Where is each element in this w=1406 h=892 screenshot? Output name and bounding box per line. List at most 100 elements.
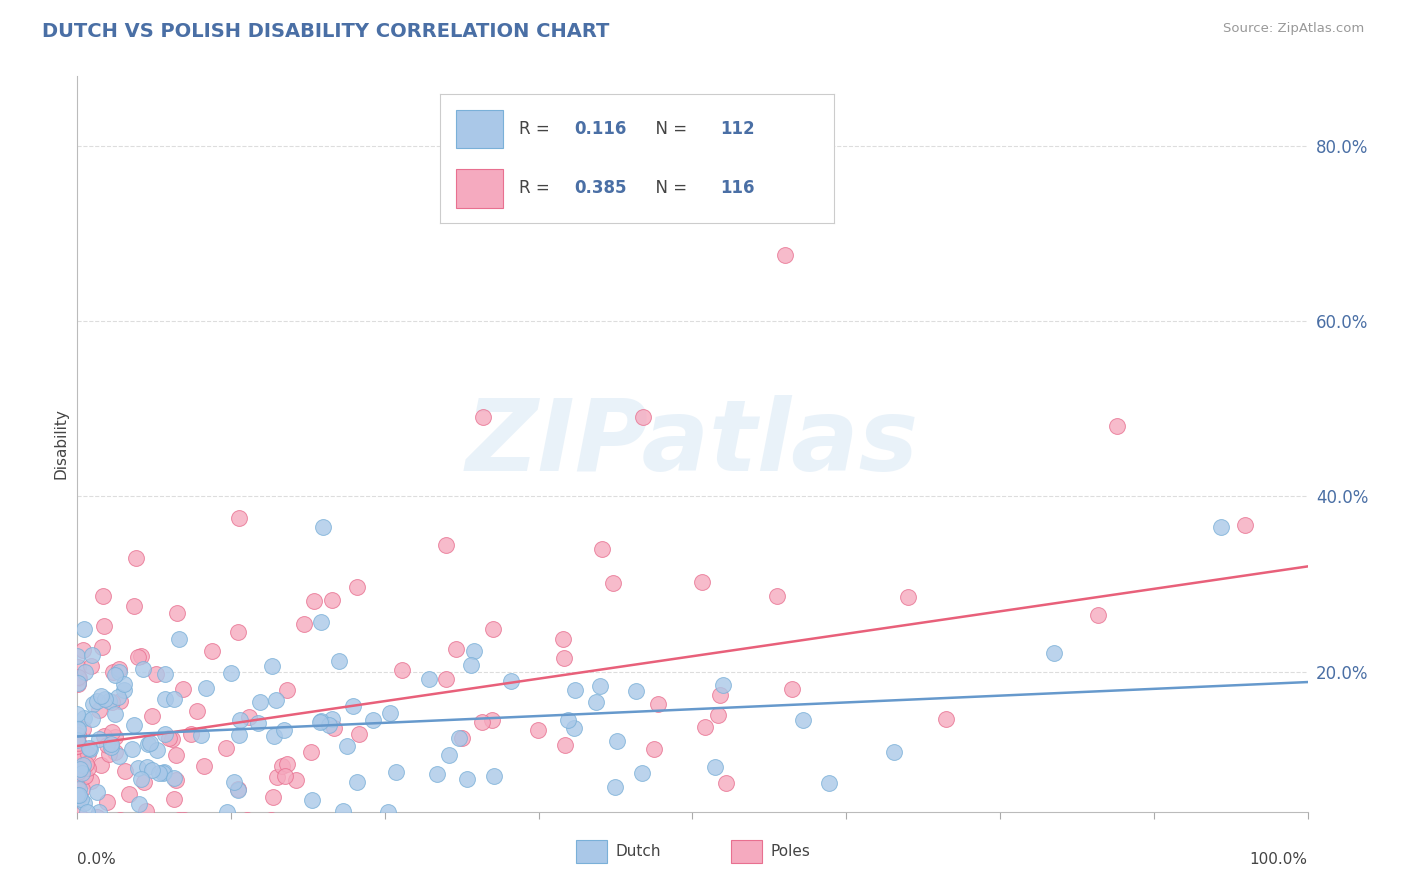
Point — [273, 723, 295, 737]
Point — [153, 764, 176, 779]
Point — [633, 410, 655, 425]
Point — [301, 793, 323, 807]
Text: Dutch: Dutch — [616, 845, 661, 859]
Point — [169, 814, 191, 828]
Point — [499, 674, 522, 689]
Point — [766, 589, 789, 603]
Point — [217, 805, 239, 819]
Point — [165, 747, 187, 762]
Point — [471, 714, 494, 729]
Point — [481, 714, 503, 728]
Point — [66, 722, 89, 736]
Point — [104, 730, 127, 744]
Point — [72, 722, 94, 736]
Point — [87, 805, 110, 819]
Point — [67, 670, 90, 684]
Point — [165, 773, 187, 788]
Point — [323, 721, 346, 735]
Point — [98, 694, 121, 708]
Point — [690, 574, 713, 589]
Point — [1211, 520, 1233, 534]
Point — [377, 805, 399, 819]
Point — [66, 732, 89, 747]
Point — [557, 713, 579, 727]
Point — [228, 511, 250, 525]
Point — [70, 754, 93, 768]
Text: Poles: Poles — [770, 845, 810, 859]
Point — [935, 712, 957, 726]
Point — [380, 706, 402, 720]
Point — [75, 814, 97, 828]
Point — [136, 760, 159, 774]
Point — [818, 776, 841, 790]
Point — [100, 739, 122, 754]
Point — [67, 788, 90, 802]
Point — [711, 677, 734, 691]
Point — [73, 769, 96, 783]
Point — [222, 774, 245, 789]
Point — [67, 814, 90, 828]
Point — [112, 683, 135, 698]
Point — [138, 736, 160, 750]
Point — [585, 695, 607, 709]
Point — [309, 714, 332, 729]
Point — [276, 756, 298, 771]
Point — [246, 716, 269, 731]
Text: 0.0%: 0.0% — [77, 852, 117, 867]
Point — [122, 599, 145, 614]
Point — [284, 772, 307, 787]
Point — [114, 764, 136, 778]
Point — [66, 707, 89, 722]
Point — [79, 742, 101, 756]
Point — [228, 728, 250, 742]
Point — [67, 789, 90, 804]
Point — [67, 807, 90, 822]
Point — [148, 765, 170, 780]
Point — [449, 731, 471, 745]
Point — [69, 762, 91, 776]
Text: DUTCH VS POLISH DISABILITY CORRELATION CHART: DUTCH VS POLISH DISABILITY CORRELATION C… — [42, 22, 610, 41]
Point — [101, 665, 124, 680]
Point — [108, 693, 131, 707]
Point — [302, 594, 325, 608]
Point — [450, 731, 472, 745]
Point — [104, 745, 127, 759]
Point — [631, 765, 654, 780]
Point — [72, 766, 94, 780]
Point — [292, 617, 315, 632]
Point — [108, 749, 131, 764]
Point — [66, 659, 89, 673]
Point — [249, 695, 271, 709]
Point — [112, 677, 135, 691]
Point — [152, 765, 174, 780]
Point — [782, 681, 804, 696]
Point — [172, 681, 194, 696]
Point — [80, 659, 103, 673]
Point — [602, 575, 624, 590]
Point — [482, 769, 505, 783]
Point — [589, 679, 612, 693]
Point — [138, 737, 160, 751]
Point — [67, 675, 90, 690]
Point — [554, 739, 576, 753]
Point — [82, 697, 104, 711]
Point — [605, 780, 627, 794]
Point — [127, 761, 149, 775]
Point — [190, 728, 212, 742]
Point — [66, 742, 89, 756]
Point — [107, 690, 129, 704]
Point — [125, 551, 148, 566]
Point — [193, 759, 215, 773]
Point — [153, 666, 176, 681]
Point — [104, 706, 127, 721]
Point — [93, 619, 115, 633]
Point — [173, 813, 195, 827]
Point — [104, 667, 127, 681]
Point — [146, 743, 169, 757]
Point — [72, 757, 94, 772]
Point — [262, 659, 284, 673]
Point — [145, 667, 167, 681]
Point — [72, 796, 94, 810]
Point — [118, 787, 141, 801]
Point — [157, 731, 180, 746]
